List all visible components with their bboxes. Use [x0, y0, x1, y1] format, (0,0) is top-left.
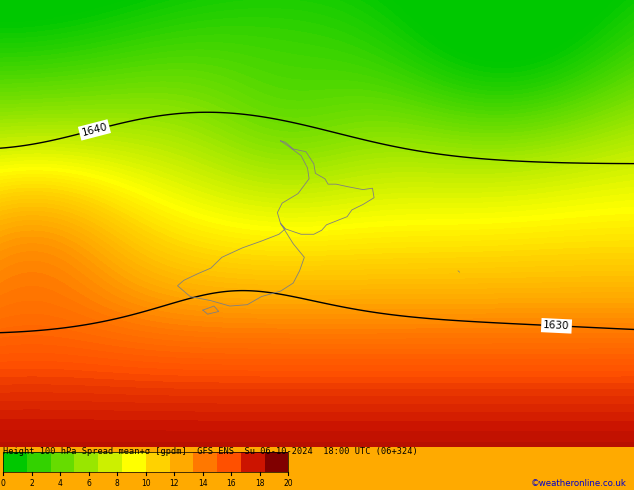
FancyBboxPatch shape — [0, 447, 634, 490]
Text: 18: 18 — [256, 479, 264, 488]
Bar — [3, 452, 288, 472]
Text: 2: 2 — [29, 479, 34, 488]
Text: 20: 20 — [283, 479, 294, 488]
Bar — [74, 452, 98, 472]
Bar — [3, 452, 27, 472]
Text: 16: 16 — [226, 479, 236, 488]
Text: 4: 4 — [58, 479, 63, 488]
Text: Height 100 hPa Spread mean+σ [gpdm]  GFS ENS  Su 06-10-2024  18:00 UTC (06+324): Height 100 hPa Spread mean+σ [gpdm] GFS … — [3, 447, 418, 456]
Bar — [27, 452, 51, 472]
Text: 6: 6 — [86, 479, 91, 488]
Bar — [170, 452, 193, 472]
Bar — [265, 452, 288, 472]
Bar — [217, 452, 241, 472]
Text: 14: 14 — [198, 479, 208, 488]
Text: 0: 0 — [1, 479, 6, 488]
Bar — [241, 452, 265, 472]
Bar — [98, 452, 122, 472]
Bar — [51, 452, 74, 472]
Text: 12: 12 — [170, 479, 179, 488]
Text: 1630: 1630 — [543, 320, 570, 331]
Bar — [193, 452, 217, 472]
Text: 1640: 1640 — [81, 122, 108, 138]
Bar — [146, 452, 169, 472]
Bar — [122, 452, 146, 472]
Text: 10: 10 — [141, 479, 151, 488]
Text: 8: 8 — [115, 479, 120, 488]
Text: ©weatheronline.co.uk: ©weatheronline.co.uk — [531, 479, 626, 488]
